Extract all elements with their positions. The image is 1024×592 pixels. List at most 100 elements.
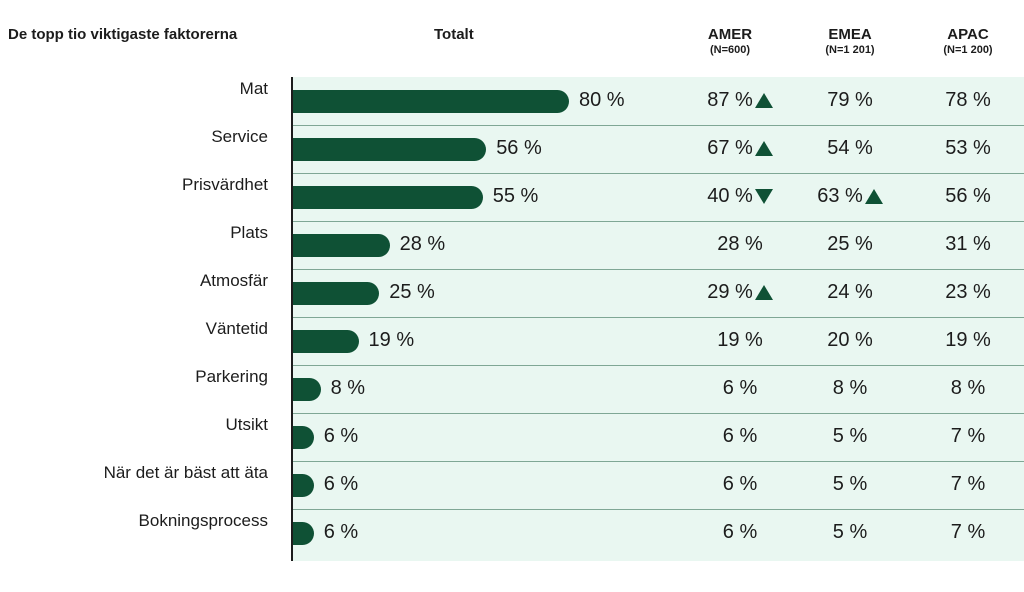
apac-value-text: 78 % (945, 89, 991, 111)
emea-value-text: 20 % (827, 329, 873, 351)
emea-value: 54 % (790, 137, 910, 160)
category-label: Mat (239, 79, 268, 98)
total-bar-value: 28 % (399, 233, 446, 255)
emea-value-text: 8 % (832, 377, 868, 399)
apac-value-text: 7 % (950, 473, 986, 495)
category-label: Väntetid (205, 319, 268, 338)
row-separator (293, 125, 1024, 126)
total-bar (293, 425, 314, 449)
apac-value-text: 31 % (945, 233, 991, 255)
row-separator (293, 461, 1024, 462)
y-axis-line (291, 77, 293, 561)
triangle-up-icon (864, 189, 883, 205)
apac-value: 8 % (908, 377, 1024, 400)
amer-value-text: 67 % (707, 137, 753, 159)
emea-value: 5 % (790, 521, 910, 544)
total-bar-value: 6 % (323, 473, 359, 495)
amer-header-name: AMER (707, 26, 753, 43)
amer-value: 67 % (680, 137, 800, 160)
row-separator (293, 317, 1024, 318)
row-separator (293, 365, 1024, 366)
row-separator (293, 269, 1024, 270)
apac-value: 7 % (908, 521, 1024, 544)
triangle-up-icon (754, 141, 773, 157)
amer-value: 28 % (680, 233, 800, 256)
apac-value: 31 % (908, 233, 1024, 256)
apac-header-name: APAC (947, 26, 989, 43)
total-bar-value: 55 % (492, 185, 539, 207)
amer-value: 40 % (680, 185, 800, 208)
factor-column-header: De topp tio viktigaste faktorerna (8, 26, 238, 43)
total-bar (293, 89, 569, 113)
apac-value-text: 19 % (945, 329, 991, 351)
emea-value: 20 % (790, 329, 910, 352)
row-separator (293, 413, 1024, 414)
emea-value: 79 % (790, 89, 910, 112)
category-label: Service (211, 127, 268, 146)
amer-value-text: 6 % (722, 377, 758, 399)
row-separator (293, 173, 1024, 174)
emea-value-text: 5 % (832, 521, 868, 543)
apac-value: 19 % (908, 329, 1024, 352)
category-label: Utsikt (225, 415, 269, 434)
apac-value-text: 23 % (945, 281, 991, 303)
total-bar (293, 233, 390, 257)
total-bar-value: 6 % (323, 425, 359, 447)
row-separator (293, 221, 1024, 222)
triangle-up-icon (754, 285, 773, 301)
emea-value-text: 63 % (817, 185, 863, 207)
amer-value: 6 % (680, 425, 800, 448)
apac-column-header: APAC (N=1 200) (918, 26, 1018, 56)
category-label: Prisvärdhet (182, 175, 268, 194)
amer-value-text: 19 % (717, 329, 763, 351)
amer-value-text: 28 % (717, 233, 763, 255)
emea-header-n: (N=1 201) (825, 44, 875, 56)
triangle-up-icon (754, 93, 773, 109)
emea-value-text: 5 % (832, 473, 868, 495)
amer-value: 87 % (680, 89, 800, 112)
amer-value: 6 % (680, 521, 800, 544)
amer-value: 29 % (680, 281, 800, 304)
total-bar-value: 56 % (496, 137, 542, 159)
row-separator (293, 509, 1024, 510)
apac-value: 78 % (908, 89, 1024, 112)
emea-header-name: EMEA (828, 26, 872, 43)
total-bar (293, 473, 314, 497)
amer-value-text: 6 % (722, 473, 758, 495)
emea-value: 24 % (790, 281, 910, 304)
emea-column-header: EMEA (N=1 201) (800, 26, 900, 56)
total-bar-value: 80 % (579, 89, 625, 111)
amer-value: 6 % (680, 377, 800, 400)
total-bar (293, 377, 321, 401)
apac-value-text: 7 % (950, 425, 986, 447)
amer-value-text: 87 % (707, 89, 753, 111)
apac-value-text: 53 % (945, 137, 991, 159)
total-bar-value: 25 % (389, 281, 435, 303)
amer-value: 19 % (680, 329, 800, 352)
category-label: Bokningsprocess (138, 511, 268, 530)
amer-column-header: AMER (N=600) (680, 26, 780, 56)
category-label: Plats (230, 223, 268, 242)
amer-value: 6 % (680, 473, 800, 496)
triangle-down-icon (754, 189, 773, 205)
emea-value: 25 % (790, 233, 910, 256)
total-bar (293, 137, 487, 161)
emea-value-text: 24 % (827, 281, 873, 303)
total-bar (293, 329, 359, 353)
total-column-header: Totalt (434, 26, 474, 43)
total-bar (293, 521, 314, 545)
apac-value: 7 % (908, 473, 1024, 496)
total-bar (293, 281, 380, 305)
total-bar-value: 19 % (368, 329, 415, 351)
amer-value-text: 29 % (707, 281, 753, 303)
apac-value: 56 % (908, 185, 1024, 208)
emea-value-text: 5 % (832, 425, 868, 447)
apac-value-text: 56 % (945, 185, 991, 207)
category-label: När det är bäst att äta (103, 463, 268, 482)
apac-value: 23 % (908, 281, 1024, 304)
amer-value-text: 40 % (707, 185, 753, 207)
total-bar-value: 6 % (323, 521, 359, 543)
apac-value: 53 % (908, 137, 1024, 160)
emea-value-text: 79 % (827, 89, 873, 111)
amer-header-n: (N=600) (709, 44, 751, 56)
